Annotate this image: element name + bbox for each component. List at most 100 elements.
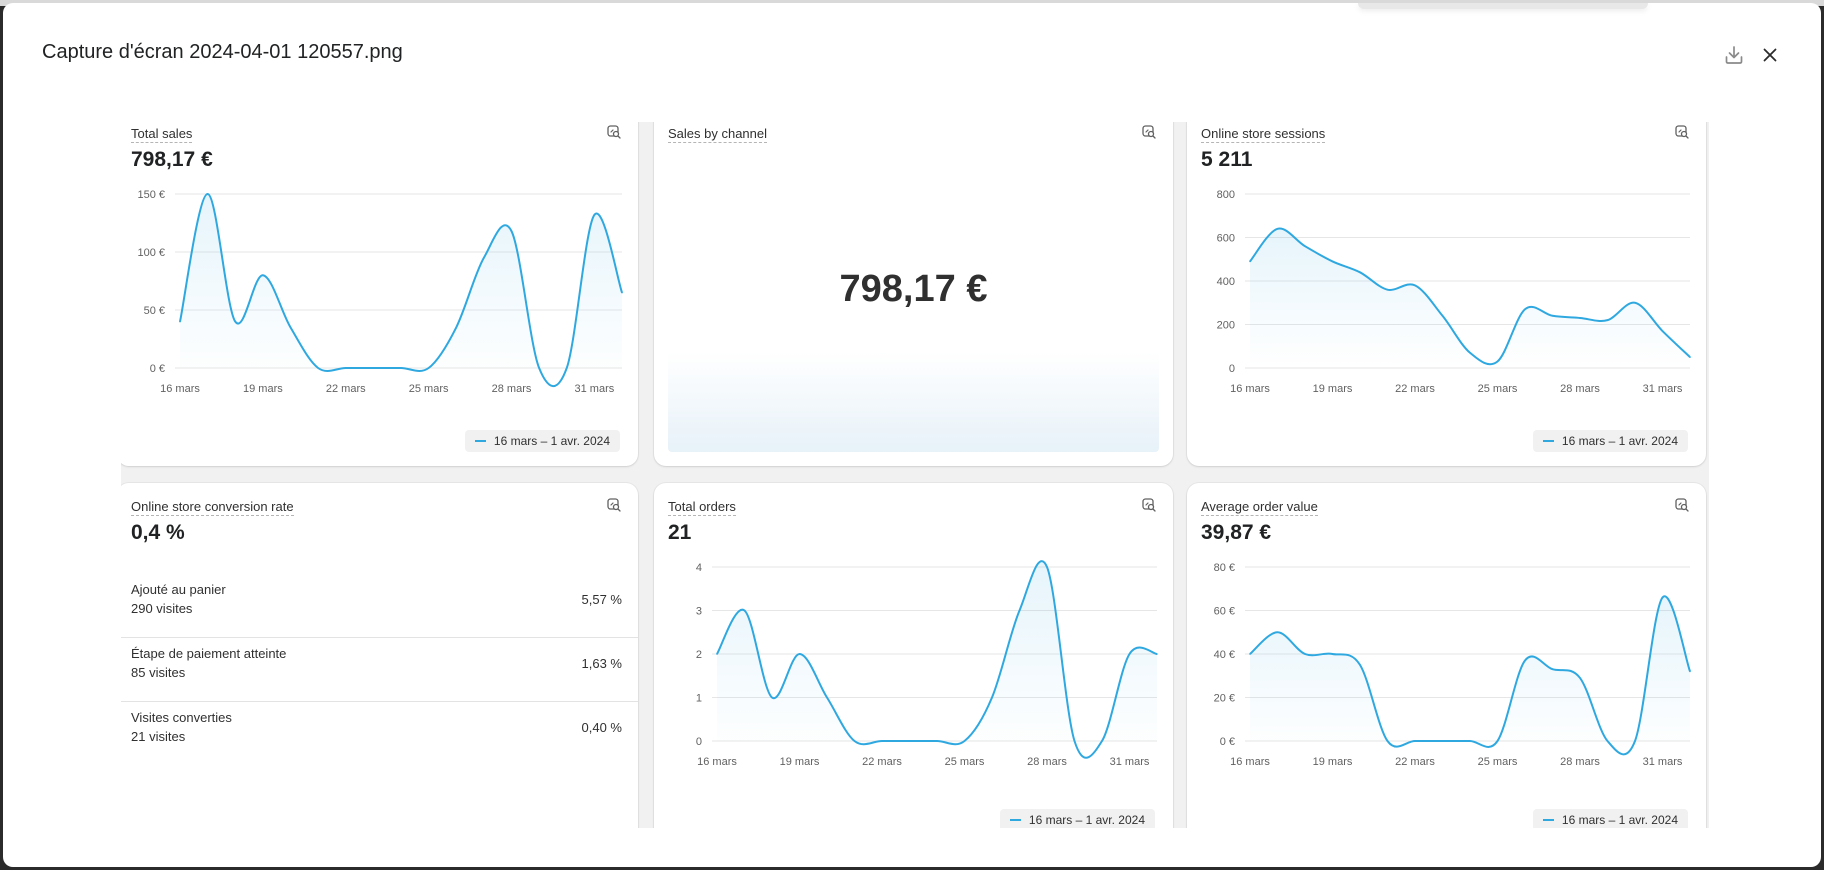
- chart-legend[interactable]: 16 mars – 1 avr. 2024: [1532, 430, 1688, 452]
- data-point: [1661, 596, 1664, 599]
- y-tick-label: 150 €: [137, 189, 165, 201]
- explore-report-icon[interactable]: [1141, 497, 1157, 513]
- legend-swatch: [474, 440, 486, 442]
- card-title[interactable]: Online store conversion rate: [131, 499, 294, 516]
- card-average-order-value: Average order value 39,87 € 0 € 20 € 40 € 6…: [1187, 483, 1706, 828]
- x-tick-label: 31 mars: [1643, 383, 1683, 395]
- legend-label: 16 mars – 1 avr. 2024: [1561, 434, 1678, 448]
- data-point: [1414, 740, 1416, 742]
- data-point: [538, 367, 540, 369]
- x-tick-label: 25 mars: [945, 756, 985, 768]
- chart-legend[interactable]: 16 mars – 1 avr. 2024: [464, 430, 620, 452]
- legend-swatch: [1009, 819, 1021, 821]
- y-tick-label: 200: [1217, 320, 1235, 332]
- close-button[interactable]: [1756, 41, 1784, 69]
- explore-report-icon[interactable]: [606, 124, 622, 140]
- explore-report-icon[interactable]: [1141, 124, 1157, 140]
- funnel-step-label: Ajouté au panier: [131, 582, 226, 597]
- x-tick-label: 16 mars: [1230, 756, 1270, 768]
- y-tick-label: 3: [696, 606, 702, 618]
- data-point: [1359, 664, 1361, 666]
- legend-label: 16 mars – 1 avr. 2024: [1561, 813, 1678, 827]
- series-area: [1250, 596, 1690, 755]
- data-point: [206, 193, 209, 195]
- data-point: [483, 257, 485, 259]
- x-tick-label: 22 mars: [862, 756, 902, 768]
- data-point: [510, 230, 513, 232]
- data-point: [1101, 740, 1103, 742]
- card-value: 798,17 €: [131, 148, 213, 171]
- data-point: [743, 609, 746, 612]
- x-tick-label: 28 mars: [492, 383, 532, 395]
- y-tick-label: 4: [696, 562, 702, 574]
- x-tick-label: 19 mars: [243, 383, 283, 395]
- data-point: [991, 696, 993, 699]
- y-tick-label: 400: [1217, 276, 1235, 288]
- data-point: [1496, 360, 1499, 363]
- card-total-sales: Total sales 798,17 € 0 € 50 € 100 € 150 € 16…: [121, 122, 638, 466]
- download-icon: [1725, 46, 1743, 64]
- x-tick-label: 28 mars: [1560, 756, 1600, 768]
- data-point: [1156, 653, 1158, 655]
- data-point: [826, 696, 828, 699]
- data-point: [1331, 260, 1334, 263]
- x-tick-label: 19 mars: [780, 756, 820, 768]
- chart-legend[interactable]: 16 mars – 1 avr. 2024: [1532, 809, 1688, 828]
- data-point: [179, 320, 181, 323]
- data-point: [936, 740, 938, 742]
- card-online-store-sessions: Online store sessions 5 211 0 200 400 600 80…: [1187, 122, 1706, 466]
- y-tick-label: 50 €: [144, 305, 165, 317]
- legend-swatch: [1542, 819, 1554, 821]
- data-point: [1469, 351, 1471, 354]
- big-metric-value: 798,17 €: [839, 268, 988, 310]
- funnel-step-count: 21 visites: [131, 729, 186, 744]
- data-point: [1524, 659, 1526, 662]
- data-point: [289, 326, 292, 329]
- chart-legend[interactable]: 16 mars – 1 avr. 2024: [999, 809, 1155, 828]
- data-point: [234, 320, 237, 323]
- data-point: [1276, 228, 1279, 230]
- close-icon: [1763, 48, 1777, 62]
- explore-report-icon[interactable]: [606, 497, 622, 513]
- download-button[interactable]: [1720, 41, 1748, 69]
- funnel-step-percent: 1,63 %: [581, 656, 622, 671]
- funnel-step-count: 290 visites: [131, 601, 193, 616]
- x-tick-label: 31 mars: [575, 383, 615, 395]
- y-tick-label: 600: [1217, 233, 1235, 245]
- x-tick-label: 25 mars: [1478, 756, 1518, 768]
- data-point: [1128, 653, 1131, 655]
- y-tick-label: 20 €: [1214, 693, 1235, 705]
- x-tick-label: 25 mars: [1478, 383, 1518, 395]
- data-point: [716, 653, 718, 655]
- data-point: [1689, 670, 1691, 673]
- card-title[interactable]: Sales by channel: [668, 126, 768, 143]
- card-title[interactable]: Total sales: [131, 126, 193, 143]
- chart-area-background: [668, 352, 1159, 452]
- y-tick-label: 0 €: [1220, 736, 1235, 748]
- card-title[interactable]: Average order value: [1201, 499, 1318, 516]
- line-chart: 0 € 20 € 40 € 60 € 80 € 16 mars 19 mars 22 mars…: [1214, 562, 1691, 768]
- card-sales-by-channel: Sales by channel 798,17 €: [654, 122, 1173, 466]
- card-title[interactable]: Online store sessions: [1201, 126, 1326, 143]
- data-point: [963, 740, 966, 742]
- data-point: [1606, 319, 1609, 321]
- x-tick-label: 22 mars: [1395, 383, 1435, 395]
- data-point: [1018, 609, 1021, 612]
- data-point: [1441, 315, 1444, 317]
- explore-report-icon[interactable]: [1674, 124, 1690, 140]
- data-point: [1496, 740, 1499, 742]
- card-title[interactable]: Total orders: [668, 499, 736, 516]
- y-tick-label: 80 €: [1214, 562, 1235, 574]
- x-tick-label: 16 mars: [1230, 383, 1270, 395]
- funnel-step-percent: 0,40 %: [581, 720, 622, 735]
- data-point: [1304, 245, 1306, 247]
- card-total-orders: Total orders 21 0 1 2 3 4 16 mars 19 mars 22 ma…: [654, 483, 1173, 828]
- y-tick-label: 60 €: [1214, 606, 1235, 618]
- file-name-title: Capture d'écran 2024-04-01 120557.png: [42, 41, 403, 63]
- data-point: [621, 291, 623, 294]
- data-point: [262, 274, 264, 276]
- data-point: [1524, 308, 1526, 311]
- x-tick-label: 28 mars: [1560, 383, 1600, 395]
- explore-report-icon[interactable]: [1674, 497, 1690, 513]
- series-area: [1250, 228, 1690, 368]
